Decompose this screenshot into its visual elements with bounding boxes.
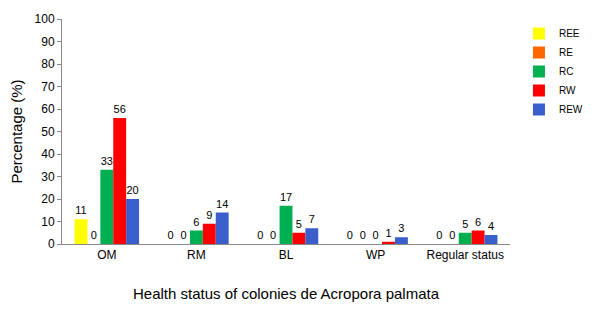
svg-text:Percentage (%): Percentage (%) — [8, 79, 25, 183]
svg-text:0: 0 — [180, 229, 186, 241]
svg-text:OM: OM — [97, 248, 116, 262]
svg-text:6: 6 — [193, 216, 199, 228]
svg-text:0: 0 — [91, 229, 97, 241]
svg-text:30: 30 — [41, 170, 55, 184]
svg-text:RE: RE — [559, 47, 573, 58]
svg-text:9: 9 — [206, 209, 212, 221]
svg-text:7: 7 — [309, 213, 315, 225]
svg-text:5: 5 — [462, 218, 468, 230]
svg-text:BL: BL — [279, 248, 294, 262]
svg-text:RW: RW — [559, 85, 576, 96]
svg-text:0: 0 — [48, 237, 55, 251]
svg-text:70: 70 — [41, 80, 55, 94]
svg-text:20: 20 — [126, 184, 138, 196]
svg-text:Health status of colonies de A: Health status of colonies de Acropora pa… — [133, 285, 440, 302]
svg-text:0: 0 — [373, 229, 379, 241]
svg-text:Regular status: Regular status — [427, 248, 504, 262]
svg-text:40: 40 — [41, 147, 55, 161]
svg-text:RC: RC — [559, 66, 573, 77]
svg-text:5: 5 — [296, 218, 302, 230]
svg-text:1: 1 — [385, 227, 391, 239]
svg-text:90: 90 — [41, 35, 55, 49]
svg-text:17: 17 — [280, 191, 292, 203]
svg-text:0: 0 — [449, 229, 455, 241]
svg-text:0: 0 — [257, 229, 263, 241]
svg-text:10: 10 — [41, 215, 55, 229]
svg-text:14: 14 — [216, 198, 228, 210]
svg-text:0: 0 — [168, 229, 174, 241]
svg-text:0: 0 — [347, 229, 353, 241]
svg-text:4: 4 — [488, 220, 494, 232]
svg-text:33: 33 — [101, 155, 113, 167]
svg-text:80: 80 — [41, 57, 55, 71]
svg-text:100: 100 — [35, 12, 55, 26]
svg-text:0: 0 — [270, 229, 276, 241]
svg-text:REE: REE — [559, 28, 580, 39]
svg-text:20: 20 — [41, 192, 55, 206]
svg-text:11: 11 — [75, 204, 86, 216]
svg-text:WP: WP — [366, 248, 385, 262]
svg-text:0: 0 — [360, 229, 366, 241]
svg-text:RM: RM — [187, 248, 206, 262]
svg-text:56: 56 — [114, 103, 126, 115]
svg-text:3: 3 — [398, 222, 404, 234]
svg-text:60: 60 — [41, 102, 55, 116]
svg-text:0: 0 — [436, 229, 442, 241]
svg-text:6: 6 — [475, 216, 481, 228]
svg-text:50: 50 — [41, 125, 55, 139]
svg-text:REW: REW — [559, 104, 583, 115]
